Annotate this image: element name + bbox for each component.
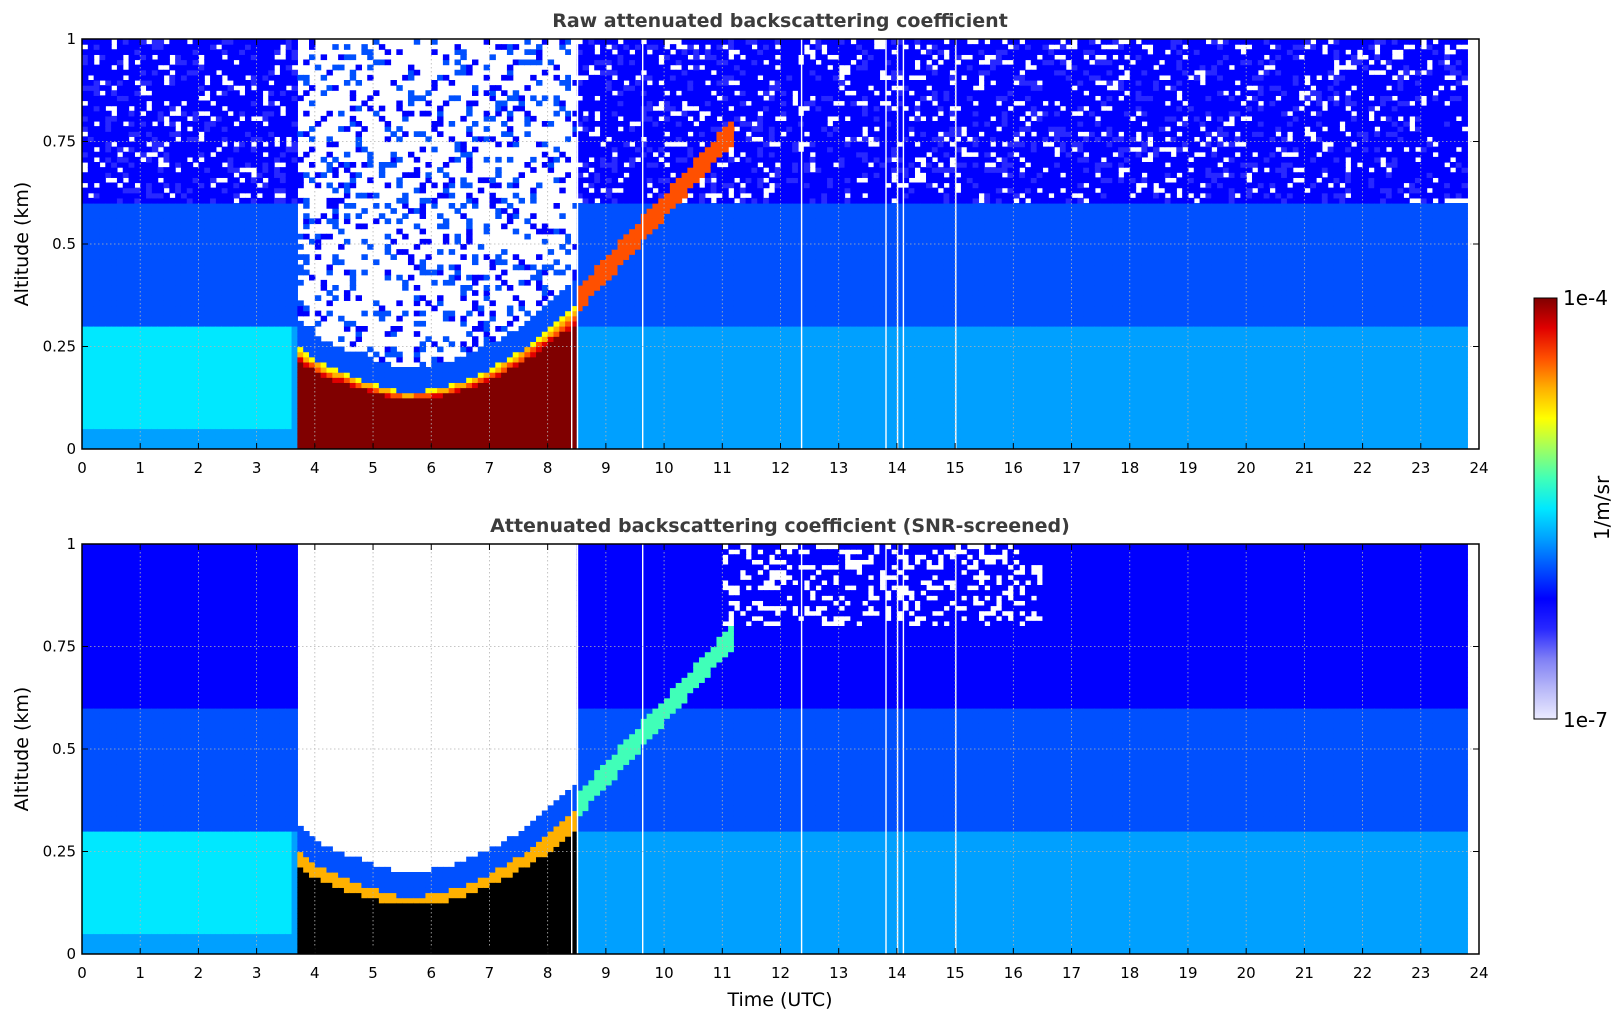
x-tick-label: 9 <box>601 964 611 982</box>
x-tick-label: 20 <box>1237 459 1256 477</box>
x-tick-label: 17 <box>1062 459 1081 477</box>
x-tick-label: 15 <box>946 459 965 477</box>
y-tick-label: 0.5 <box>52 235 76 253</box>
x-tick-label: 11 <box>713 459 732 477</box>
x-tick-label: 14 <box>887 964 906 982</box>
x-tick-label: 1 <box>135 964 145 982</box>
panel1-heatmap <box>82 39 1468 449</box>
y-tick-label: 0.75 <box>43 638 76 656</box>
x-tick-label: 6 <box>426 459 436 477</box>
colorbar-min-label: 1e-7 <box>1563 708 1608 732</box>
x-tick-label: 2 <box>194 964 204 982</box>
x-tick-label: 11 <box>713 964 732 982</box>
x-tick-label: 12 <box>771 964 790 982</box>
x-tick-label: 2 <box>194 459 204 477</box>
x-tick-label: 16 <box>1004 964 1023 982</box>
x-tick-label: 3 <box>252 964 262 982</box>
x-tick-label: 20 <box>1237 964 1256 982</box>
y-tick-label: 1 <box>66 30 76 48</box>
data-gap-line <box>576 39 579 449</box>
x-tick-label: 23 <box>1411 964 1430 982</box>
x-tick-label: 1 <box>135 459 145 477</box>
panel1-grid <box>82 39 1479 449</box>
panel1-axes: 0 1 2 3 4 5 6 7 8 9 10 11 12 13 14 15 16 17 18 19 20 21 22 23 24… <box>43 30 1489 477</box>
colorbar-max-label: 1e-4 <box>1563 286 1608 310</box>
x-tick-label: 12 <box>771 459 790 477</box>
x-tick-label: 4 <box>310 459 320 477</box>
x-tick-label: 24 <box>1469 964 1488 982</box>
y-tick-label: 0 <box>66 945 76 963</box>
x-tick-label: 13 <box>829 964 848 982</box>
x-tick-label: 9 <box>601 459 611 477</box>
panel2-heatmap <box>82 544 1468 954</box>
colorbar-label: 1/m/sr <box>1590 475 1614 540</box>
x-tick-label: 21 <box>1295 459 1314 477</box>
x-tick-label: 19 <box>1178 964 1197 982</box>
data-gap-line <box>576 544 579 954</box>
x-tick-label: 10 <box>655 459 674 477</box>
data-gap-line <box>571 544 573 954</box>
panel2-title: Attenuated backscattering coefficient (S… <box>490 515 1070 537</box>
x-tick-label: 8 <box>543 964 553 982</box>
data-gap-line <box>571 39 573 449</box>
x-tick-label: 7 <box>485 964 495 982</box>
x-tick-label: 5 <box>368 459 378 477</box>
data-gap-line <box>896 544 899 954</box>
panel2-axes: 0 1 2 3 4 5 6 7 8 9 10 11 12 13 14 15 16 17 18 19 20 21 22 23 24… <box>43 535 1489 982</box>
y-tick-label: 1 <box>66 535 76 553</box>
data-gap-line <box>800 544 803 954</box>
x-tick-label: 10 <box>655 964 674 982</box>
data-gap-line <box>896 39 899 449</box>
y-tick-label: 0.25 <box>43 338 76 356</box>
data-gap-line <box>955 544 957 954</box>
x-tick-label: 6 <box>426 964 436 982</box>
x-tick-label: 16 <box>1004 459 1023 477</box>
x-tick-label: 5 <box>368 964 378 982</box>
x-tick-label: 7 <box>485 459 495 477</box>
x-tick-label: 17 <box>1062 964 1081 982</box>
y-tick-label: 0.75 <box>43 133 76 151</box>
x-tick-label: 0 <box>77 964 87 982</box>
x-tick-label: 14 <box>887 459 906 477</box>
panel1-title: Raw attenuated backscattering coefficien… <box>552 10 1008 32</box>
x-tick-label: 13 <box>829 459 848 477</box>
colorbar <box>1533 297 1558 720</box>
panel2-ylabel: Altitude (km) <box>11 687 33 812</box>
x-tick-label: 22 <box>1353 964 1372 982</box>
x-tick-label: 18 <box>1120 459 1139 477</box>
panel2-grid <box>82 544 1479 954</box>
data-gap-line <box>955 39 957 449</box>
data-gap-line <box>800 39 803 449</box>
x-tick-label: 4 <box>310 964 320 982</box>
y-tick-label: 0.25 <box>43 843 76 861</box>
y-tick-label: 0.5 <box>52 740 76 758</box>
panel2-xlabel: Time (UTC) <box>726 989 832 1011</box>
x-tick-label: 3 <box>252 459 262 477</box>
x-tick-label: 22 <box>1353 459 1372 477</box>
x-tick-label: 15 <box>946 964 965 982</box>
y-tick-label: 0 <box>66 440 76 458</box>
panel1-ylabel: Altitude (km) <box>11 182 33 307</box>
x-tick-label: 18 <box>1120 964 1139 982</box>
x-tick-label: 24 <box>1469 459 1488 477</box>
x-tick-label: 8 <box>543 459 553 477</box>
x-tick-label: 19 <box>1178 459 1197 477</box>
x-tick-label: 21 <box>1295 964 1314 982</box>
x-tick-label: 23 <box>1411 459 1430 477</box>
x-tick-label: 0 <box>77 459 87 477</box>
